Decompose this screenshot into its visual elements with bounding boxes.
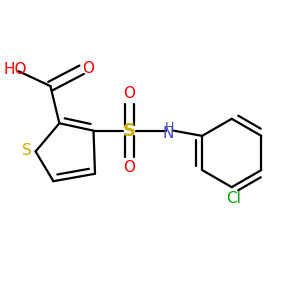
Text: S: S xyxy=(123,122,136,140)
Text: O: O xyxy=(82,61,94,76)
Text: Cl: Cl xyxy=(226,191,241,206)
Text: H: H xyxy=(165,121,175,134)
Text: S: S xyxy=(22,142,32,158)
Text: N: N xyxy=(162,126,173,141)
Text: O: O xyxy=(123,86,135,101)
Text: O: O xyxy=(123,160,135,175)
Text: HO: HO xyxy=(4,62,27,77)
